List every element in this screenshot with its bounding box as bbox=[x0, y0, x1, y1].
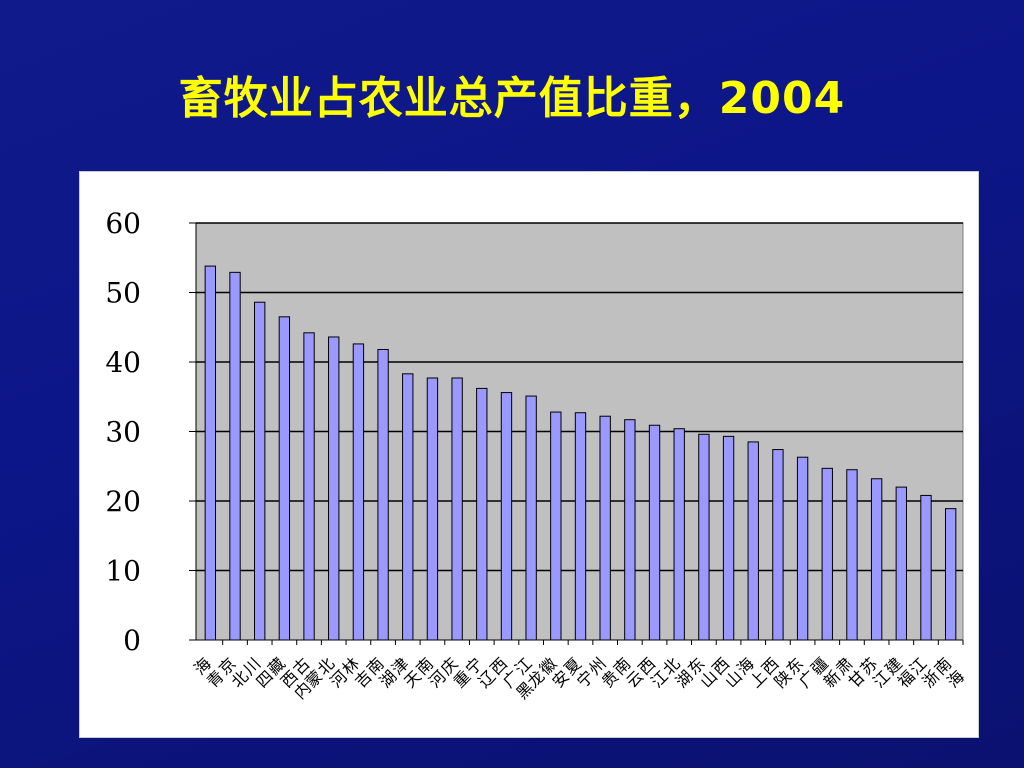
bar-陕西 bbox=[772, 449, 784, 641]
y-tick-label: 60 bbox=[105, 207, 141, 240]
bar-海南 bbox=[944, 508, 957, 641]
bar-安徽 bbox=[550, 411, 562, 641]
bar-江苏 bbox=[870, 478, 883, 641]
y-tick-label: 40 bbox=[105, 346, 141, 379]
bar-山西 bbox=[722, 435, 735, 641]
bar-甘肃 bbox=[846, 469, 858, 641]
axes bbox=[189, 222, 964, 645]
bar-贵州 bbox=[599, 415, 611, 641]
bars bbox=[204, 265, 957, 641]
bar-广西 bbox=[500, 392, 513, 641]
bar-云南 bbox=[624, 419, 636, 641]
bar-辽宁 bbox=[476, 387, 488, 641]
y-tick-label: 30 bbox=[105, 416, 141, 449]
bar-天津 bbox=[402, 373, 414, 641]
bar-chart: 0 10 20 30 40 50 60 青海北京四川西藏内蒙古河北吉林湖南天津河南重庆辽宁广… bbox=[105, 207, 968, 703]
bar-四川 bbox=[254, 301, 266, 641]
y-tick-label: 0 bbox=[123, 624, 141, 657]
y-tick-label: 20 bbox=[105, 485, 141, 518]
y-tick-label: 50 bbox=[105, 277, 141, 310]
bar-浙江 bbox=[920, 494, 932, 641]
gridlines bbox=[196, 222, 963, 572]
y-tick-label: 10 bbox=[105, 555, 141, 588]
y-tick-labels: 0 10 20 30 40 50 60 bbox=[105, 207, 141, 657]
bar-重庆 bbox=[451, 377, 463, 641]
bar-黑龙江 bbox=[525, 395, 537, 641]
bar-江西 bbox=[648, 424, 661, 641]
bar-宁夏 bbox=[574, 412, 587, 641]
bar-广东 bbox=[796, 456, 809, 641]
bar-西藏 bbox=[278, 316, 291, 641]
bar-福建 bbox=[895, 486, 907, 641]
bar-吉林 bbox=[352, 343, 365, 641]
bar-河北 bbox=[328, 336, 340, 641]
bar-湖南 bbox=[377, 348, 389, 641]
slide-title: 畜牧业占农业总产值比重，2004 bbox=[178, 73, 846, 124]
bar-上海 bbox=[747, 441, 759, 641]
bar-山东 bbox=[698, 433, 710, 641]
bar-北京 bbox=[229, 271, 241, 641]
chart-panel: 0 10 20 30 40 50 60 青海北京四川西藏内蒙古河北吉林湖南天津河南重庆辽宁广… bbox=[79, 171, 979, 738]
bar-内蒙古 bbox=[303, 332, 315, 641]
x-category-labels: 青海北京四川西藏内蒙古河北吉林湖南天津河南重庆辽宁广西黑龙江安徽宁夏贵州云南江西… bbox=[190, 654, 968, 703]
bar-青海 bbox=[204, 265, 217, 641]
bar-新疆 bbox=[821, 467, 833, 641]
bar-河南 bbox=[426, 377, 439, 641]
bar-湖北 bbox=[673, 428, 685, 641]
